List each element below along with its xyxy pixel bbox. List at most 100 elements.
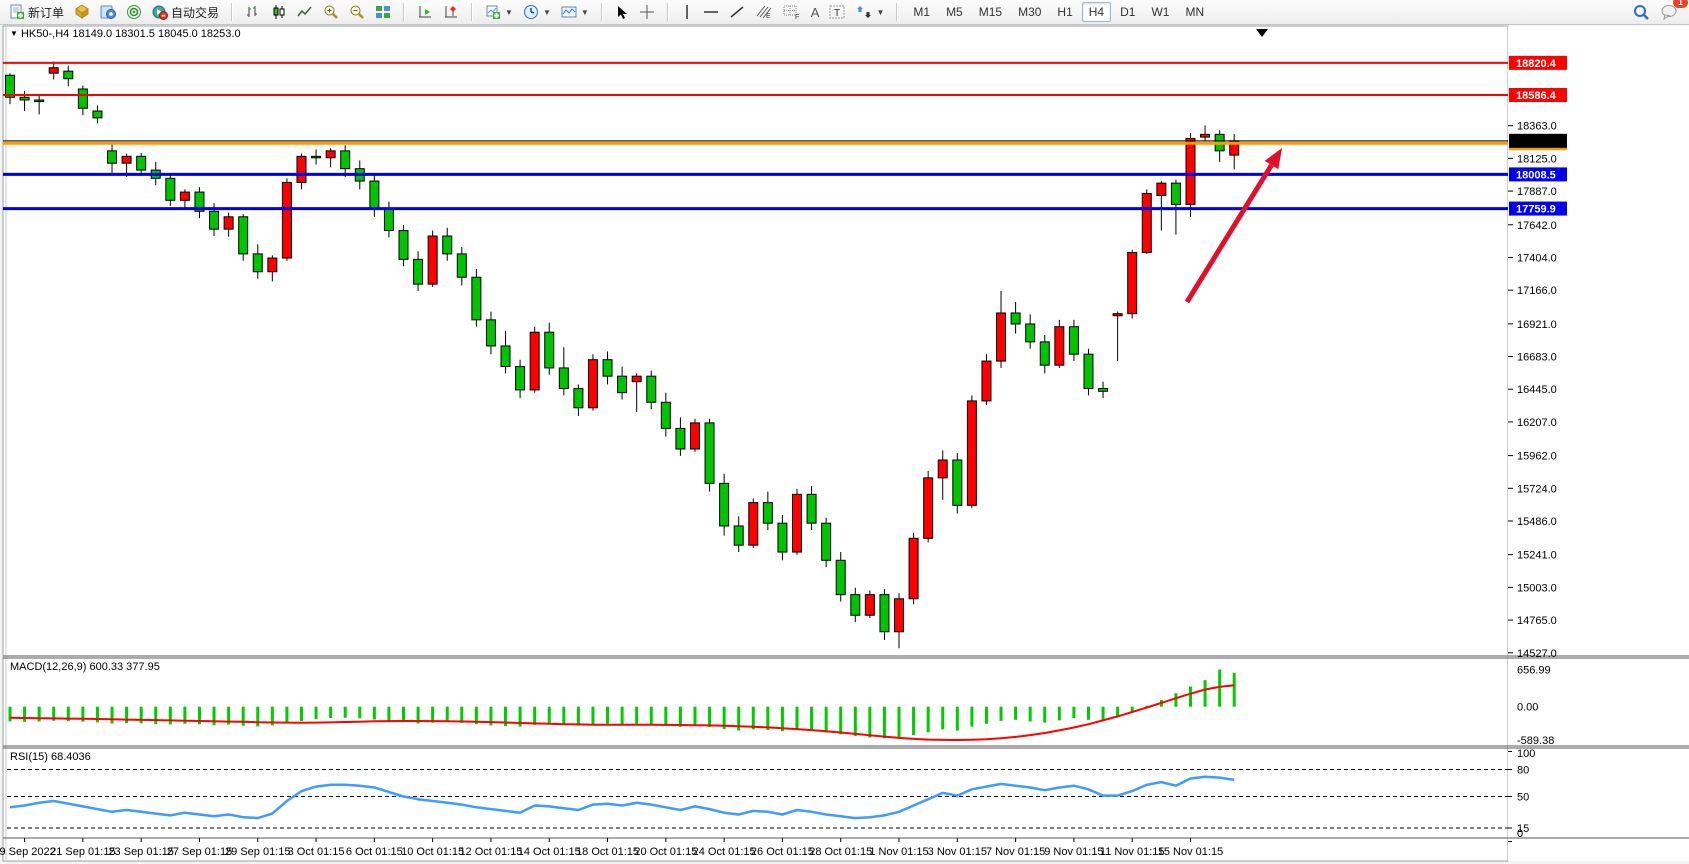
price-axis: 18363.0 18125.0 17887.0 17642.0 17404.0 17166… <box>1508 121 1557 660</box>
price-tick-label: 16445.0 <box>1517 384 1557 396</box>
shapes-tool-icon <box>857 6 872 18</box>
new-chart-icon <box>486 5 501 19</box>
timeframe-button-m15[interactable]: M15 <box>978 5 1003 19</box>
macd-scale-label: 0.00 <box>1517 702 1538 714</box>
rsi-axis: 100 80 50 150 <box>1508 748 1535 842</box>
bear-candle <box>398 230 409 260</box>
rsi-level-label: 50 <box>1517 792 1529 804</box>
navigator-button[interactable] <box>95 1 121 23</box>
bull-candle <box>996 312 1007 362</box>
label-tool-icon: T <box>829 5 845 19</box>
hline-price-label <box>1509 167 1567 182</box>
cursor-icon <box>617 5 627 19</box>
time-tick-label: 7 Nov 01:15 <box>986 846 1045 858</box>
bull-candle <box>748 502 759 546</box>
hline-price-label <box>1509 55 1567 70</box>
vertical-line-tool-button[interactable] <box>676 1 698 23</box>
horizontal-line-tool-button[interactable] <box>698 3 724 21</box>
shapes-tool-button[interactable]: ▼ <box>851 1 889 23</box>
chart-shift-marker[interactable] <box>1256 29 1268 37</box>
bull-candle <box>631 375 642 383</box>
bear-candle <box>456 253 467 278</box>
chart-title: ▼ HK50-,H4 18149.0 18301.5 18045.0 18253… <box>10 28 241 40</box>
timeframe-button-m1[interactable]: M1 <box>913 5 931 19</box>
bull-candle <box>908 537 919 600</box>
toolbar-separator <box>471 3 474 21</box>
time-tick-label: 28 Oct 01:15 <box>809 846 872 858</box>
bar-chart-mode-button[interactable] <box>240 1 266 23</box>
time-tick-label: 23 Sep 01:15 <box>108 846 173 858</box>
bull-candle <box>267 257 278 273</box>
bear-candle <box>835 559 846 596</box>
time-tick-label: 19 Sep 2022 <box>0 846 56 858</box>
crosshair-tool-button[interactable] <box>634 1 660 23</box>
rsi-levels <box>7 769 1508 829</box>
bear-candle <box>369 180 380 210</box>
timeframe-button-m30[interactable]: M30 <box>1018 5 1042 19</box>
notifications-button[interactable]: 1 <box>1655 0 1688 23</box>
macd-scale-label: 656.99 <box>1517 665 1551 677</box>
bull-candle <box>48 67 59 74</box>
bear-candle <box>311 155 322 159</box>
price-tick-label: 15241.0 <box>1517 550 1557 562</box>
price-tick-label: 17887.0 <box>1517 186 1557 198</box>
timeframe-button-h4[interactable]: H4 <box>1081 2 1112 22</box>
templates-button[interactable]: ▼ <box>556 1 594 23</box>
crosshair-icon <box>639 5 654 19</box>
macd-scale-label: -589.38 <box>1517 735 1554 747</box>
hline-price-label <box>1509 201 1567 216</box>
timeframe-button-mn[interactable]: MN <box>1185 5 1205 19</box>
bull-candle <box>937 459 948 479</box>
auto-scroll-button[interactable] <box>412 1 438 23</box>
time-tick-label: 21 Sep 01:15 <box>50 846 115 858</box>
bear-candle <box>136 155 147 171</box>
candlesticks <box>5 61 1240 649</box>
market-watch-button[interactable] <box>69 1 95 23</box>
autotrading-button[interactable]: 自动交易 <box>147 1 224 24</box>
chart-shift-button[interactable] <box>438 1 464 23</box>
price-tick-label: 18125.0 <box>1517 153 1557 165</box>
timeframe-button-d1[interactable]: D1 <box>1120 5 1136 19</box>
time-tick-label: 11 Nov 01:15 <box>1100 846 1165 858</box>
bull-candle <box>966 400 977 506</box>
new-chart-button[interactable]: ▼ <box>480 1 518 23</box>
main-toolbar: 新订单 自动交易 <box>0 0 1689 25</box>
search-button[interactable] <box>1628 1 1655 24</box>
bull-candle <box>281 181 292 259</box>
alerts-button[interactable] <box>121 1 147 23</box>
timeframe-button-w1[interactable]: W1 <box>1151 5 1170 19</box>
macd-axis: 656.99 0.00 -589.38 <box>1517 665 1554 747</box>
time-tick-label: 27 Sep 01:15 <box>167 846 232 858</box>
candlestick-mode-button[interactable] <box>266 1 292 23</box>
grid-tool-button[interactable]: F <box>778 1 806 23</box>
new-order-button[interactable]: 新订单 <box>4 1 69 24</box>
time-tick-label: 24 Oct 01:15 <box>693 846 756 858</box>
timeframe-button-m5[interactable]: M5 <box>946 5 963 19</box>
collapse-triangle-icon[interactable]: ▼ <box>10 29 18 38</box>
rsi-level-label: 80 <box>1517 765 1529 777</box>
bear-candle <box>471 276 482 321</box>
label-tool-button[interactable]: T <box>824 1 851 23</box>
arrow-annotation[interactable] <box>1184 148 1282 304</box>
trendline-tool-button[interactable] <box>724 1 750 23</box>
fibonacci-tool-button[interactable]: E <box>750 1 778 23</box>
bull-candle <box>529 331 540 391</box>
zoom-in-button[interactable] <box>318 1 344 23</box>
bull-candle <box>981 360 992 402</box>
time-tick-label: 10 Oct 01:15 <box>401 846 464 858</box>
timeframe-button-h1[interactable]: H1 <box>1057 5 1073 19</box>
line-chart-mode-button[interactable] <box>292 1 318 23</box>
tile-windows-button[interactable] <box>370 1 396 23</box>
text-tool-button[interactable]: A <box>806 2 825 23</box>
zoom-in-icon <box>324 5 338 19</box>
zoom-out-button[interactable] <box>344 1 370 23</box>
bear-candle <box>77 88 88 109</box>
bear-candle <box>413 258 424 285</box>
price-tick-label: 16207.0 <box>1517 417 1557 429</box>
periods-button[interactable]: ▼ <box>518 1 556 23</box>
bear-candle <box>1068 326 1079 355</box>
cursor-tool-button[interactable] <box>610 2 634 23</box>
